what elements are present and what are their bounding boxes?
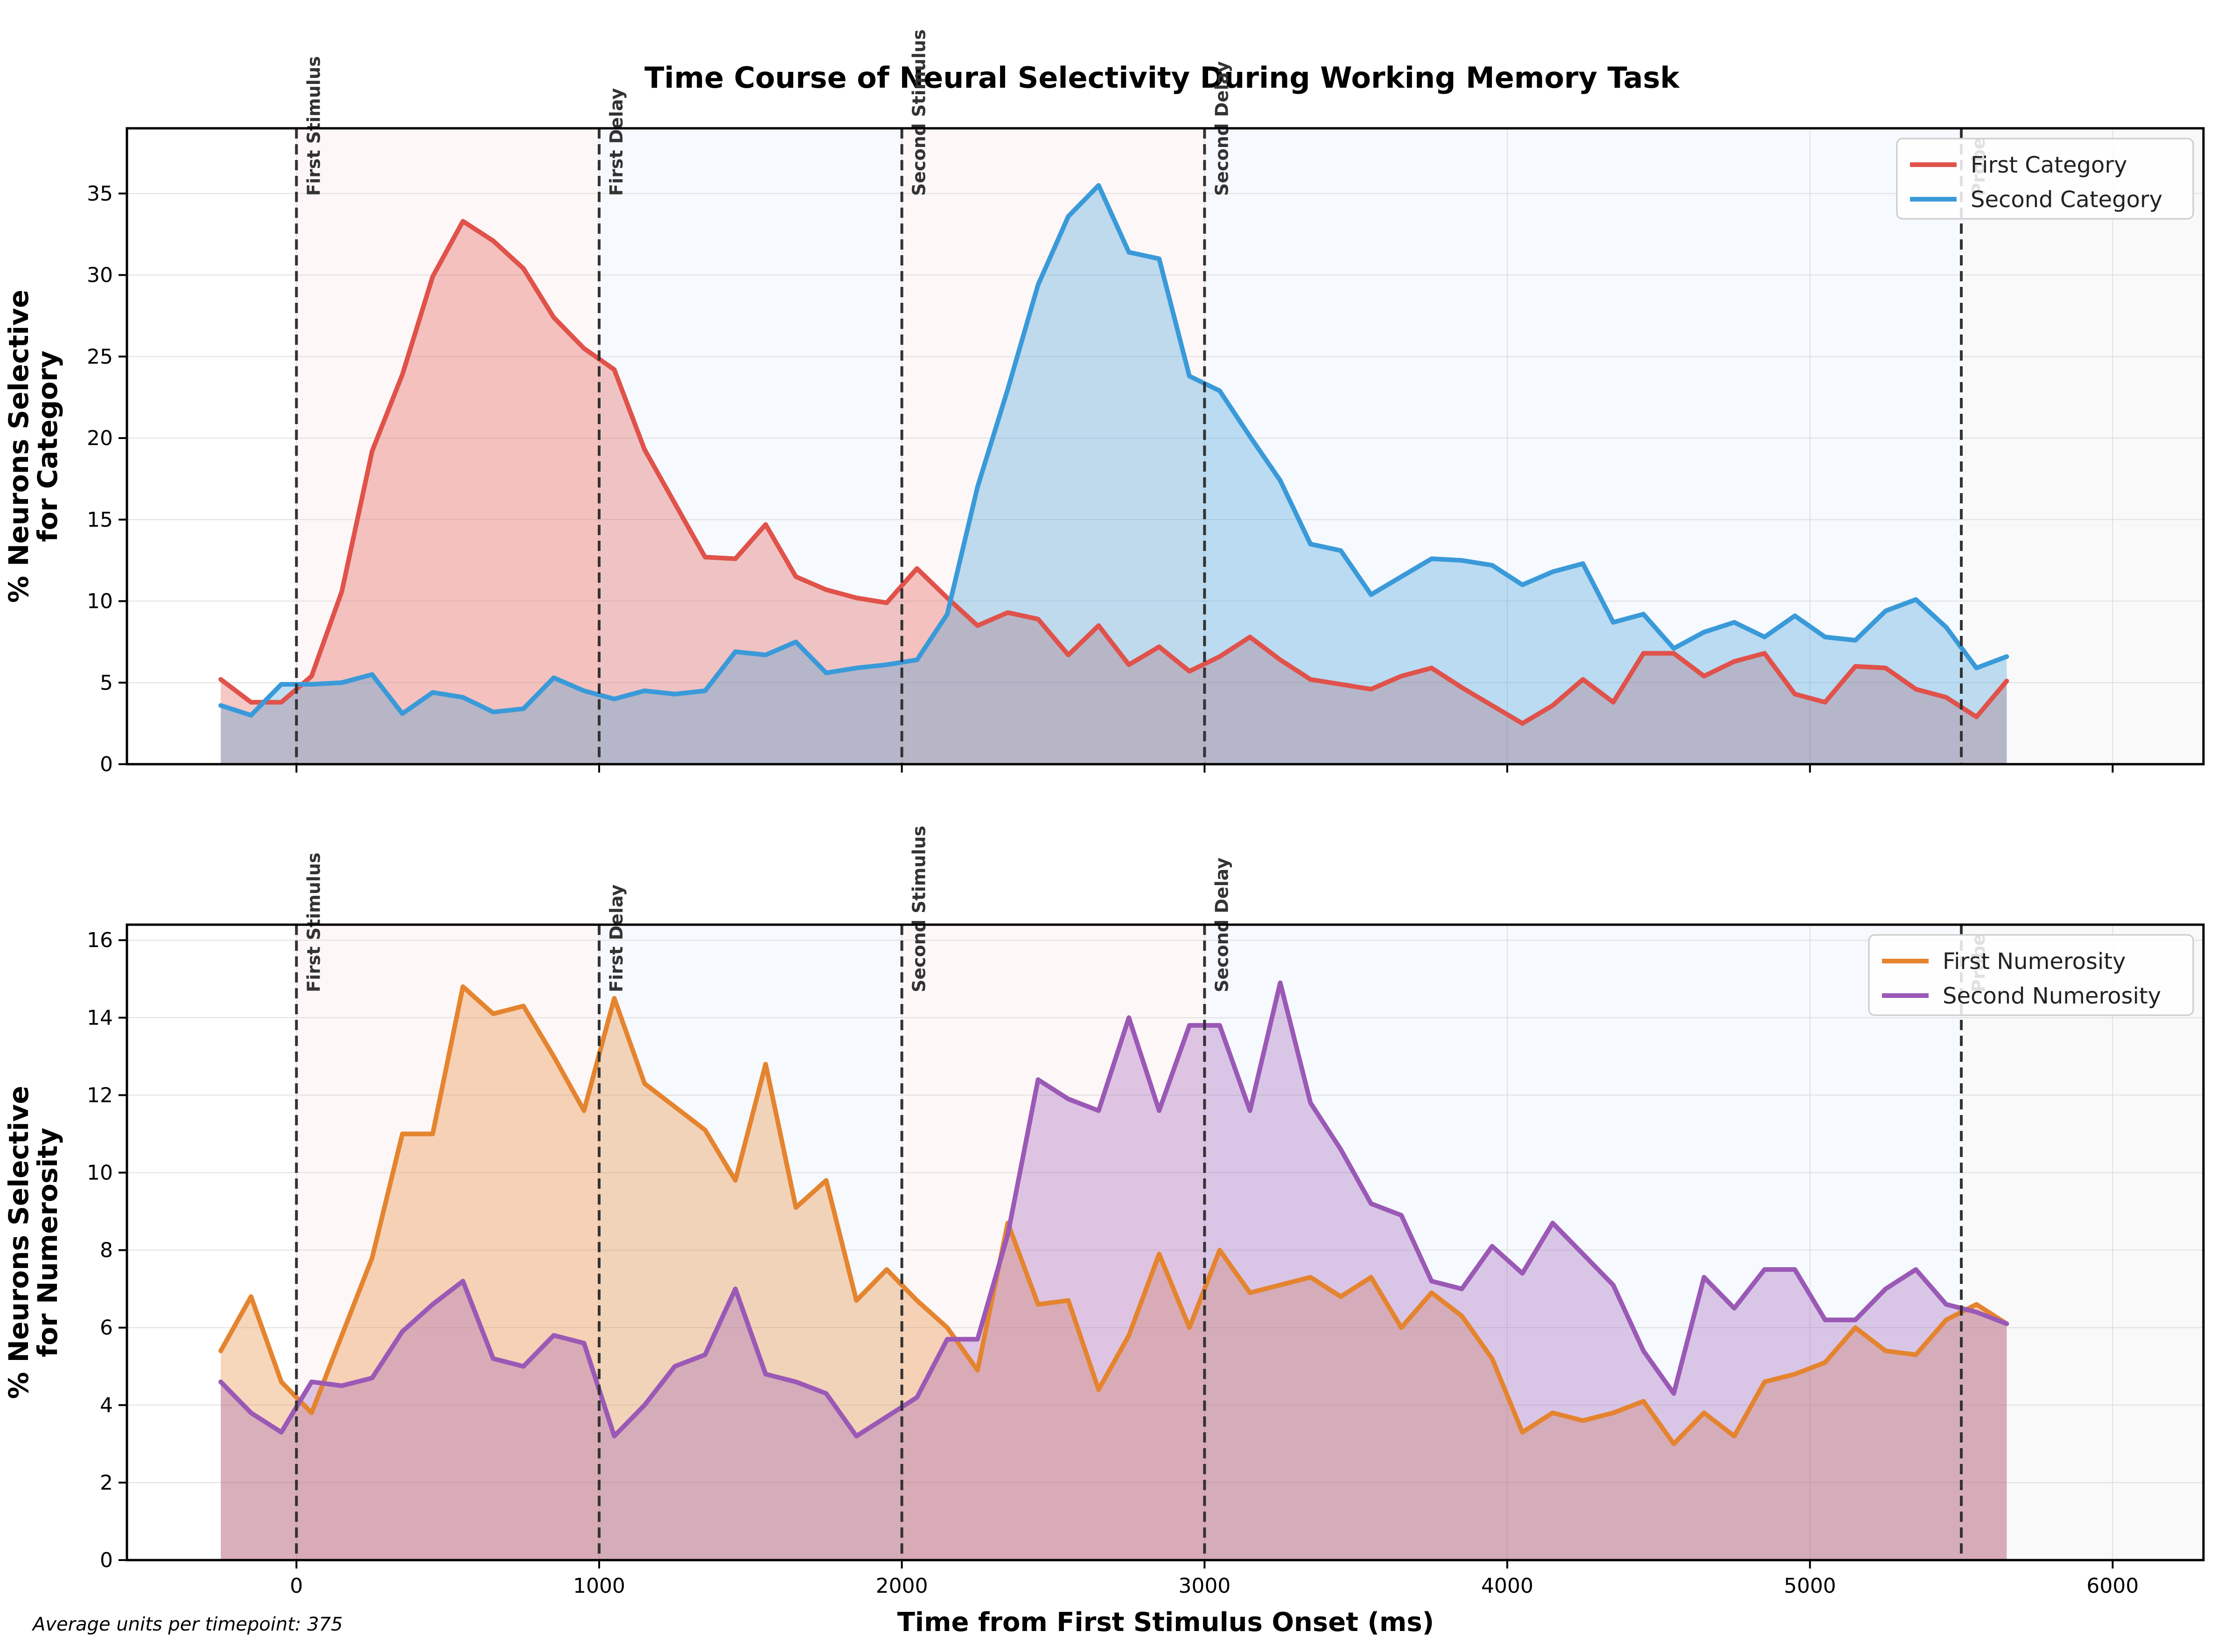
epoch-shade-0 <box>296 128 599 764</box>
epoch-shade-1 <box>599 925 902 1560</box>
series-area-0 <box>221 221 2007 764</box>
y-axis-label-line1: % Neurons Selective <box>3 1086 35 1399</box>
y-tick-label-7: 35 <box>87 182 113 206</box>
series-area-1 <box>221 185 2007 764</box>
y-axis-label-line1: % Neurons Selective <box>3 290 35 603</box>
event-label-2: Second Stimulus <box>909 29 930 196</box>
y-tick-label-3: 6 <box>100 1316 113 1340</box>
event-label-1: First Delay <box>606 88 627 196</box>
footnote: Average units per timepoint: 375 <box>31 1614 343 1635</box>
y-tick-label-0: 0 <box>100 753 113 776</box>
legend-label-0: First Category <box>1971 152 2127 178</box>
legend-box <box>1896 138 2194 220</box>
x-tick-label-4: 4000 <box>1481 1574 1533 1598</box>
series-line-0 <box>218 219 2009 726</box>
y-tick-label-0: 0 <box>100 1548 113 1572</box>
legend: First Numerosity Second Numerosity <box>1868 934 2194 1016</box>
legend-label-1: Second Category <box>1971 187 2162 213</box>
y-tick-label-5: 10 <box>87 1161 113 1185</box>
x-tick-label-6: 6000 <box>2086 1574 2139 1598</box>
epoch-shade-0 <box>296 925 599 1560</box>
x-tick-label-5: 5000 <box>1784 1574 1836 1598</box>
x-axis-label: Time from First Stimulus Onset (ms) <box>897 1607 1434 1638</box>
event-label-0: First Stimulus <box>303 56 324 196</box>
series-line-1 <box>218 980 2009 1439</box>
y-tick-label-5: 25 <box>87 345 113 369</box>
y-tick-label-2: 4 <box>100 1394 113 1417</box>
y-axis-label-line2: for Category <box>32 350 63 542</box>
y-tick-label-3: 15 <box>87 508 113 532</box>
y-tick-label-8: 16 <box>87 928 113 952</box>
epoch-shade-4 <box>1961 925 2203 1560</box>
event-label-2: Second Stimulus <box>909 826 930 992</box>
series-line-1 <box>218 183 2009 718</box>
event-label-1: First Delay <box>606 884 627 992</box>
y-axis-label: % Neurons Selectivefor Category <box>3 290 63 603</box>
legend: First Category Second Category <box>1896 138 2194 220</box>
y-tick-label-2: 10 <box>87 590 113 613</box>
axes-frame <box>126 923 2205 1561</box>
legend-label-1: Second Numerosity <box>1943 983 2161 1009</box>
y-tick-label-1: 2 <box>100 1471 113 1495</box>
series-line-0 <box>218 984 2009 1446</box>
y-tick-label-6: 30 <box>87 264 113 287</box>
x-tick-label-2: 2000 <box>876 1574 928 1598</box>
y-tick-label-7: 14 <box>87 1006 113 1030</box>
epoch-shade-3 <box>1204 925 1962 1560</box>
y-tick-label-6: 12 <box>87 1083 113 1107</box>
x-tick-label-1: 1000 <box>573 1574 625 1598</box>
y-tick-label-4: 20 <box>87 426 113 450</box>
y-tick-label-1: 5 <box>100 671 113 695</box>
y-tick-label-4: 8 <box>100 1239 113 1262</box>
legend-label-0: First Numerosity <box>1943 948 2126 975</box>
event-label-0: First Stimulus <box>303 852 324 992</box>
epoch-shade-1 <box>599 128 902 764</box>
x-tick-label-0: 0 <box>290 1574 303 1598</box>
epoch-shade-2 <box>902 128 1205 764</box>
epoch-shade-3 <box>1204 128 1962 764</box>
y-axis-label-line2: for Numerosity <box>32 1128 63 1357</box>
chart-title: Time Course of Neural Selectivity During… <box>644 61 1680 95</box>
x-tick-label-3: 3000 <box>1178 1574 1231 1598</box>
y-axis-label: % Neurons Selectivefor Numerosity <box>3 1086 63 1399</box>
panel-numerosity: First Stimulus First Delay Second Stimulus… <box>3 826 2205 1598</box>
panel-category: First Stimulus First Delay Second Stimulus… <box>3 29 2205 776</box>
legend-box <box>1868 934 2194 1016</box>
axes-frame <box>126 127 2205 766</box>
epoch-shade-2 <box>902 925 1205 1560</box>
